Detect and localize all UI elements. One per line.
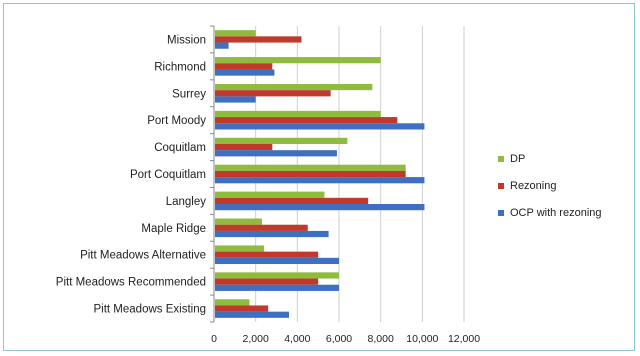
category-label: Pitt Meadows Existing: [94, 304, 207, 316]
bar-ocp-with-rezoning: [215, 257, 339, 265]
bar-ocp-with-rezoning: [215, 150, 337, 157]
bar-rezoning: [215, 36, 302, 43]
x-tick-label: 10,000: [406, 333, 438, 345]
bar-dp: [215, 191, 325, 198]
bar-dp: [215, 245, 264, 252]
x-tick-label: 8,000: [368, 333, 394, 345]
bar-ocp-with-rezoning: [215, 311, 289, 318]
bar-ocp-with-rezoning: [215, 230, 329, 238]
bar-ocp-with-rezoning: [215, 204, 425, 211]
bar-dp: [215, 30, 256, 37]
category-label: Maple Ridge: [141, 223, 206, 235]
category-label: Port Moody: [147, 115, 206, 127]
bar-dp: [215, 110, 381, 118]
bar-rezoning: [215, 90, 331, 97]
category-label: Mission: [167, 34, 206, 46]
legend-swatch: [498, 156, 504, 162]
axes: 0 2,000 4,000 6,000 8,000 10,000 12,000 Mission…: [56, 25, 480, 345]
legend: DP Rezoning OCP with rezoning: [498, 153, 602, 219]
bars: [215, 30, 425, 318]
bar-rezoning: [215, 224, 308, 231]
bar-rezoning: [215, 278, 319, 285]
x-tick-label: 0: [211, 333, 217, 345]
x-tick-label: 6,000: [326, 333, 352, 345]
x-tick-label: 2,000: [243, 333, 269, 345]
bar-dp: [215, 299, 250, 306]
bar-dp: [215, 164, 406, 171]
category-label: Pitt Meadows Recommended: [56, 277, 206, 289]
legend-label: OCP with rezoning: [510, 207, 602, 219]
bar-rezoning: [215, 170, 406, 178]
bar-rezoning: [215, 117, 398, 124]
bar-dp: [215, 57, 381, 64]
bar-ocp-with-rezoning: [215, 69, 275, 76]
category-label: Langley: [166, 196, 207, 208]
category-label: Richmond: [154, 61, 206, 73]
bar-ocp-with-rezoning: [215, 123, 425, 130]
legend-label: Rezoning: [510, 180, 556, 192]
bar-dp: [215, 272, 339, 279]
bar-ocp-with-rezoning: [215, 42, 229, 49]
bar-chart: 0 2,000 4,000 6,000 8,000 10,000 12,000 Mission…: [56, 25, 602, 345]
bar-rezoning: [215, 251, 319, 258]
legend-label: DP: [510, 153, 525, 165]
bar-rezoning: [215, 63, 273, 70]
legend-swatch: [498, 210, 504, 216]
x-tick-label: 12,000: [448, 333, 480, 345]
legend-swatch: [498, 183, 504, 189]
category-label: Surrey: [172, 88, 206, 100]
bar-ocp-with-rezoning: [215, 96, 256, 103]
bar-dp: [215, 83, 373, 91]
bar-rezoning: [215, 197, 369, 205]
chart-frame: 0 2,000 4,000 6,000 8,000 10,000 12,000 Mission…: [3, 3, 635, 351]
bar-rezoning: [215, 143, 273, 151]
bar-ocp-with-rezoning: [215, 177, 425, 184]
category-label: Coquitlam: [154, 142, 206, 154]
category-label: Pitt Meadows Alternative: [80, 250, 206, 262]
x-tick-label: 4,000: [284, 333, 310, 345]
bar-dp: [215, 218, 262, 225]
bar-ocp-with-rezoning: [215, 284, 339, 291]
category-label: Port Coquitlam: [130, 169, 206, 181]
bar-rezoning: [215, 305, 269, 312]
bar-dp: [215, 137, 348, 144]
